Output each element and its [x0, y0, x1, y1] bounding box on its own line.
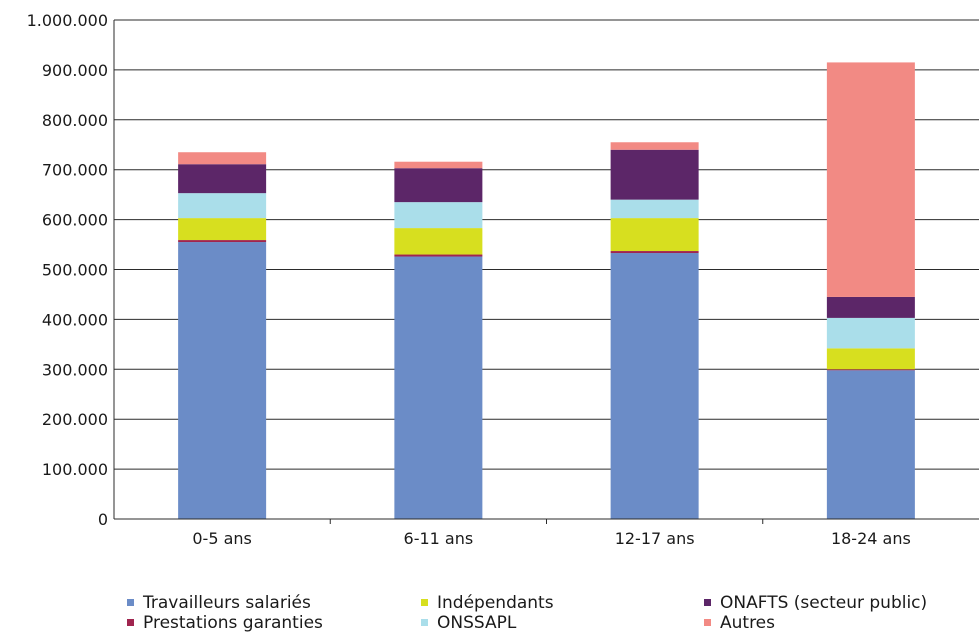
- legend-item-prestations-garanties: Prestations garanties: [127, 612, 323, 633]
- legend-swatch: [704, 619, 711, 626]
- legend-swatch: [127, 619, 134, 626]
- legend-item-travailleurs-salaries: Travailleurs salariés: [127, 592, 311, 613]
- y-tick-label: 200.000: [42, 410, 108, 429]
- bar-segment: [610, 218, 699, 252]
- bar-segment: [610, 149, 699, 200]
- bar-segment: [394, 168, 483, 203]
- axes: [113, 20, 979, 524]
- bar-segment: [826, 369, 915, 371]
- bar-segment: [394, 161, 483, 169]
- bar-segment: [178, 193, 267, 219]
- x-tick-label: 6-11 ans: [404, 529, 474, 548]
- bar-segment: [178, 152, 267, 165]
- legend-label: Prestations garanties: [143, 612, 323, 633]
- bar-segment: [610, 253, 699, 519]
- legend-swatch: [127, 599, 134, 606]
- bar-segment: [394, 256, 483, 519]
- y-tick-label: 100.000: [42, 460, 108, 479]
- legend-label: Autres: [720, 612, 776, 633]
- bar-segment: [610, 251, 699, 254]
- x-tick-label: 0-5 ans: [192, 529, 252, 548]
- legend-label: ONSSAPL: [437, 612, 517, 633]
- legend-label: Indépendants: [437, 592, 554, 613]
- bar-segment: [394, 202, 483, 229]
- y-tick-label: 400.000: [42, 310, 108, 329]
- bar-segment: [178, 164, 267, 194]
- y-tick-label: 600.000: [42, 211, 108, 230]
- y-tick-label: 500.000: [42, 261, 108, 280]
- legend-label: ONAFTS (secteur public): [720, 592, 928, 613]
- bar-segment: [610, 142, 699, 150]
- bar-segment: [178, 242, 267, 519]
- bar-segment: [826, 370, 915, 519]
- y-tick-label: 0: [98, 510, 108, 529]
- bar-segment: [610, 199, 699, 219]
- bar-segment: [178, 240, 267, 243]
- chart-plot-area: 0 100.000 200.000 300.000 400.000 500.000 600.…: [27, 11, 979, 548]
- legend: Travailleurs salariés Indépendants ONAFT…: [127, 592, 972, 636]
- legend-swatch: [704, 599, 711, 606]
- y-tick-label: 900.000: [42, 61, 108, 80]
- bar-segment: [826, 317, 915, 349]
- legend-item-onssapl: ONSSAPL: [421, 612, 516, 633]
- bar-segment: [178, 218, 267, 241]
- y-tick-label: 800.000: [42, 111, 108, 130]
- legend-item-onafts: ONAFTS (secteur public): [704, 592, 927, 613]
- bar-segment: [394, 228, 483, 255]
- legend-swatch: [421, 599, 428, 606]
- bar-segment: [826, 62, 915, 297]
- bars: [178, 62, 915, 519]
- bar-segment: [826, 296, 915, 318]
- y-tick-label: 700.000: [42, 161, 108, 180]
- legend-item-autres: Autres: [704, 612, 775, 633]
- x-tick-label: 12-17 ans: [615, 529, 695, 548]
- bar-segment: [826, 348, 915, 370]
- bar-segment: [394, 254, 483, 257]
- tick-labels: 0 100.000 200.000 300.000 400.000 500.000 600.…: [27, 11, 911, 548]
- y-tick-label: 1.000.000: [27, 11, 108, 30]
- legend-label: Travailleurs salariés: [143, 592, 311, 613]
- legend-swatch: [421, 619, 428, 626]
- legend-item-independants: Indépendants: [421, 592, 554, 613]
- y-tick-label: 300.000: [42, 360, 108, 379]
- x-tick-label: 18-24 ans: [831, 529, 911, 548]
